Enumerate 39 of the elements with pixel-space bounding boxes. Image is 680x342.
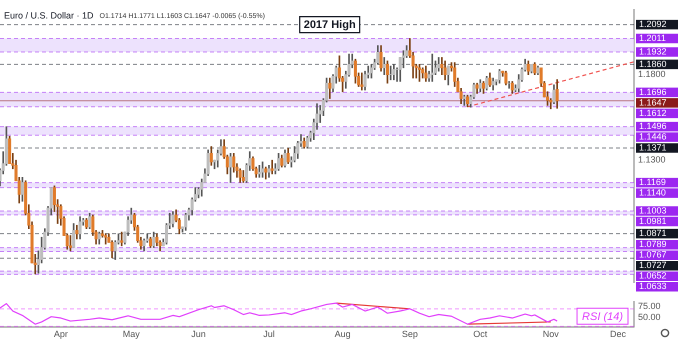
x-tick-label: Jun bbox=[191, 329, 206, 340]
ref-line-label: 1.1003 bbox=[639, 206, 667, 216]
x-tick-label: Oct bbox=[473, 329, 488, 340]
ref-line-label: 1.1169 bbox=[639, 177, 666, 188]
x-tick-label: Aug bbox=[334, 329, 351, 340]
y-tick-label: 1.1800 bbox=[638, 69, 666, 80]
candlestick bbox=[418, 64, 421, 82]
ref-line-label: 1.1446 bbox=[639, 132, 667, 142]
ref-line-label: 1.0789 bbox=[639, 239, 667, 250]
ref-line-label: 1.0981 bbox=[639, 216, 667, 226]
ref-line-label: 1.1696 bbox=[639, 86, 667, 97]
ref-line-label: 1.2092 bbox=[639, 19, 667, 30]
legend-label: 1.0633 bbox=[639, 281, 667, 292]
candlestick bbox=[261, 162, 264, 178]
candlestick bbox=[68, 235, 72, 252]
x-tick-label: Apr bbox=[54, 329, 68, 340]
x-tick-label: Jul bbox=[263, 329, 275, 340]
y-tick-label: 75.00 bbox=[638, 301, 661, 312]
x-tick-label: Nov bbox=[542, 329, 560, 340]
ref-line-label: 1.0767 bbox=[639, 250, 667, 260]
ref-line-label: 1.1647 bbox=[639, 97, 667, 108]
x-tick-label: Dec bbox=[610, 329, 626, 340]
chart-title: Euro / U.S. Dollar · 1D bbox=[4, 10, 94, 20]
ref-line-label: 1.0871 bbox=[639, 228, 667, 238]
ref-line-label: 1.0652 bbox=[639, 270, 667, 281]
ref-line-label: 1.2011 bbox=[639, 32, 666, 43]
ref-line-label: 1.1371 bbox=[639, 142, 667, 153]
ref-line-label: 1.1496 bbox=[639, 121, 667, 132]
y-tick-label: 50.00 bbox=[638, 312, 661, 322]
ref-line-label: 1.1932 bbox=[639, 46, 667, 57]
x-tick-label: May bbox=[122, 329, 140, 340]
ref-line-label: 1.0727 bbox=[639, 260, 667, 270]
y-tick-label: 1.1300 bbox=[638, 154, 666, 165]
ref-line-label: 1.1140 bbox=[639, 188, 666, 198]
annotation: 2017 High bbox=[304, 19, 356, 32]
ref-line-label: 1.1860 bbox=[639, 58, 667, 69]
ref-line-label: 1.1612 bbox=[639, 108, 667, 118]
text: RSI (14) bbox=[582, 310, 624, 323]
x-tick-label: Sep bbox=[402, 329, 418, 340]
